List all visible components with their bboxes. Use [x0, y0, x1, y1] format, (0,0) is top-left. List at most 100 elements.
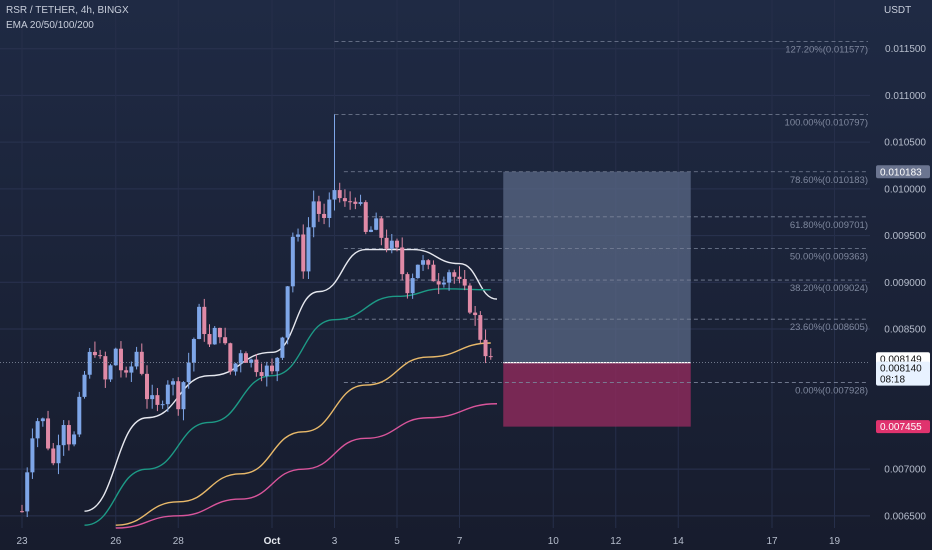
candle-body	[327, 199, 332, 218]
candle-body	[431, 264, 436, 282]
candle-body	[202, 306, 207, 335]
candle-body	[40, 418, 45, 422]
candle-body	[108, 365, 113, 380]
price-tick-label: 0.008500	[884, 324, 926, 335]
fib-level-label: 78.60%(0.010183)	[790, 175, 868, 186]
candle-body	[61, 425, 66, 446]
candle-body	[462, 279, 467, 286]
candle-body	[238, 353, 243, 364]
price-axis[interactable]: 0.011500 0.011000 0.010500 0.010000 0.009500…	[884, 44, 926, 522]
candle-body	[197, 306, 202, 339]
time-tick-label: 12	[610, 536, 622, 547]
candle-body	[301, 234, 306, 272]
fib-level-label: 0.00%(0.007928)	[795, 385, 868, 396]
candle-body	[259, 372, 264, 377]
candle-body	[66, 425, 71, 445]
candle-body	[134, 351, 139, 367]
position-loss-zone	[503, 362, 691, 427]
candle-body	[191, 338, 196, 363]
time-tick-label: 28	[173, 536, 185, 547]
candle-body	[452, 272, 457, 277]
candle-body	[421, 260, 426, 265]
position-tool[interactable]	[503, 171, 691, 427]
time-tick-label: 23	[16, 536, 28, 547]
candle-body	[176, 381, 181, 410]
candle-body	[233, 363, 238, 372]
candle-body	[129, 366, 134, 373]
candle-body	[467, 285, 472, 313]
price-tick-label: 0.007000	[884, 465, 926, 476]
price-label-box	[876, 361, 930, 386]
candle-body	[457, 276, 462, 280]
time-axis[interactable]: 23 26 28 Oct 3 5 7 10 12 14 17 19	[16, 536, 840, 547]
candle-body	[186, 362, 191, 383]
candle-body	[306, 227, 311, 272]
symbol-title[interactable]: RSR / TETHER, 4h, BINGX	[6, 5, 129, 16]
time-tick-label: Oct	[264, 536, 281, 547]
price-label-text: 0.008149	[880, 354, 922, 365]
fib-level-label: 38.20%(0.009024)	[790, 283, 868, 294]
currency-label[interactable]: USDT	[884, 5, 912, 16]
time-tick-label: 7	[457, 536, 463, 547]
candle-body	[322, 213, 327, 218]
fib-level-label: 100.00%(0.010797)	[785, 117, 868, 128]
candle-body	[207, 334, 212, 345]
candle-body	[25, 472, 30, 512]
candle-body	[98, 355, 103, 357]
candle-body	[160, 404, 165, 406]
candle-body	[87, 351, 92, 375]
time-tick-label: 17	[766, 536, 778, 547]
time-tick-label: 26	[110, 536, 122, 547]
candle-body	[368, 229, 373, 232]
price-tick-label: 0.009000	[884, 278, 926, 289]
fibonacci-retracement[interactable]: 127.20%(0.011577) 100.00%(0.010797) 78.60%…	[334, 41, 869, 397]
fib-level-label: 61.80%(0.009701)	[790, 220, 868, 231]
candle-body	[113, 348, 118, 366]
candle-body	[337, 190, 342, 199]
candle-body	[358, 202, 363, 204]
ema-line-2	[84, 288, 491, 526]
candle-body	[46, 418, 51, 449]
candle-body	[155, 395, 160, 405]
time-tick-label: 5	[394, 536, 400, 547]
candle-body	[353, 201, 358, 204]
candle-body	[223, 337, 228, 344]
price-label-text: 0.007455	[880, 422, 922, 433]
time-tick-label: 10	[548, 536, 560, 547]
ema-lines	[84, 248, 498, 529]
candle-body	[217, 327, 222, 338]
price-label-text: 0.008140	[880, 364, 922, 375]
price-tick-label: 0.006500	[884, 511, 926, 522]
fib-level-label: 127.20%(0.011577)	[785, 45, 868, 56]
candle-body	[270, 365, 274, 372]
position-profit-zone	[503, 171, 691, 363]
candle-body	[473, 312, 478, 316]
candle-body	[35, 421, 40, 439]
candle-body	[389, 240, 394, 249]
candle-body	[72, 434, 77, 445]
candle-body	[296, 234, 301, 237]
time-tick-label: 3	[332, 536, 338, 547]
price-label-text: 0.010183	[880, 167, 922, 178]
indicator-legend[interactable]: EMA 20/50/100/200	[6, 20, 94, 31]
candle-body	[181, 382, 186, 410]
candle-body	[374, 218, 379, 230]
fib-level-label: 50.00%(0.009363)	[790, 251, 868, 262]
ema-line-4	[115, 403, 498, 529]
candle-body	[488, 356, 493, 358]
candle-body	[436, 281, 441, 285]
candle-body	[92, 351, 97, 356]
candle-body	[103, 356, 108, 380]
candle-body	[426, 260, 431, 265]
candle-body	[20, 511, 24, 513]
time-tick-label: 14	[673, 536, 685, 547]
candle-body	[483, 339, 488, 357]
candle-body	[379, 218, 384, 238]
price-label-box	[876, 420, 930, 434]
candle-body	[395, 240, 399, 248]
price-tick-label: 0.009500	[884, 231, 926, 242]
candle-body	[82, 374, 87, 397]
